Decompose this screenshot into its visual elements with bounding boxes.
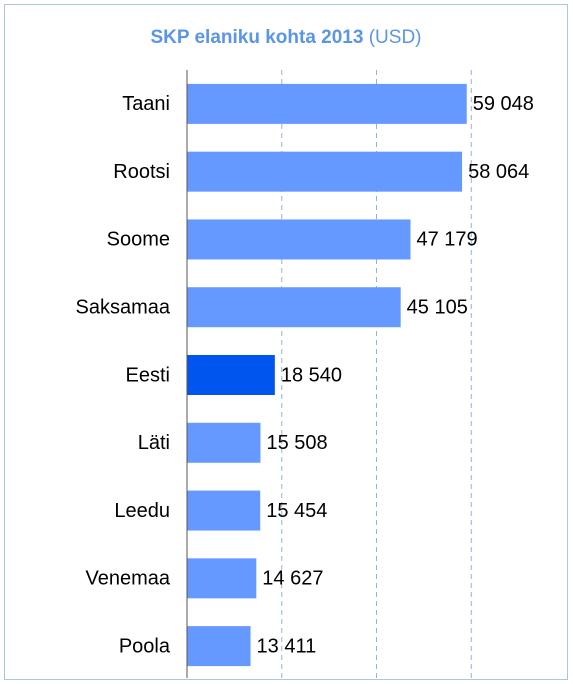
y-tick-label: Saksamaa [76,297,171,319]
bar [187,558,257,599]
bar [187,287,401,328]
value-label: 59 048 [473,93,534,115]
value-label: 13 411 [257,635,317,657]
value-label: 14 627 [262,568,323,590]
bar [187,219,411,260]
bar [187,626,251,667]
bar [187,151,463,192]
title-main: SKP elaniku kohta 2013 [150,27,363,48]
chart-title: SKP elaniku kohta 2013 (USD) [150,27,421,48]
y-tick-label: Soome [107,229,170,251]
y-tick-label: Eesti [126,364,170,386]
value-label: 15 454 [266,500,327,522]
bar [187,490,261,531]
title-units: (USD) [369,27,422,48]
bar [187,422,261,463]
value-label: 18 540 [281,364,342,386]
y-tick-label: Rootsi [113,161,170,183]
y-tick-label: Läti [138,432,170,454]
y-tick-label: Leedu [114,500,170,522]
bar [187,355,275,395]
y-tick-label: Venemaa [85,568,170,590]
bar [187,83,467,124]
value-label: 47 179 [417,229,478,251]
value-label: 58 064 [468,161,529,183]
y-tick-label: Taani [122,93,170,115]
value-label: 15 508 [266,432,327,454]
y-tick-label: Poola [119,635,171,657]
value-label: 45 105 [407,297,468,319]
